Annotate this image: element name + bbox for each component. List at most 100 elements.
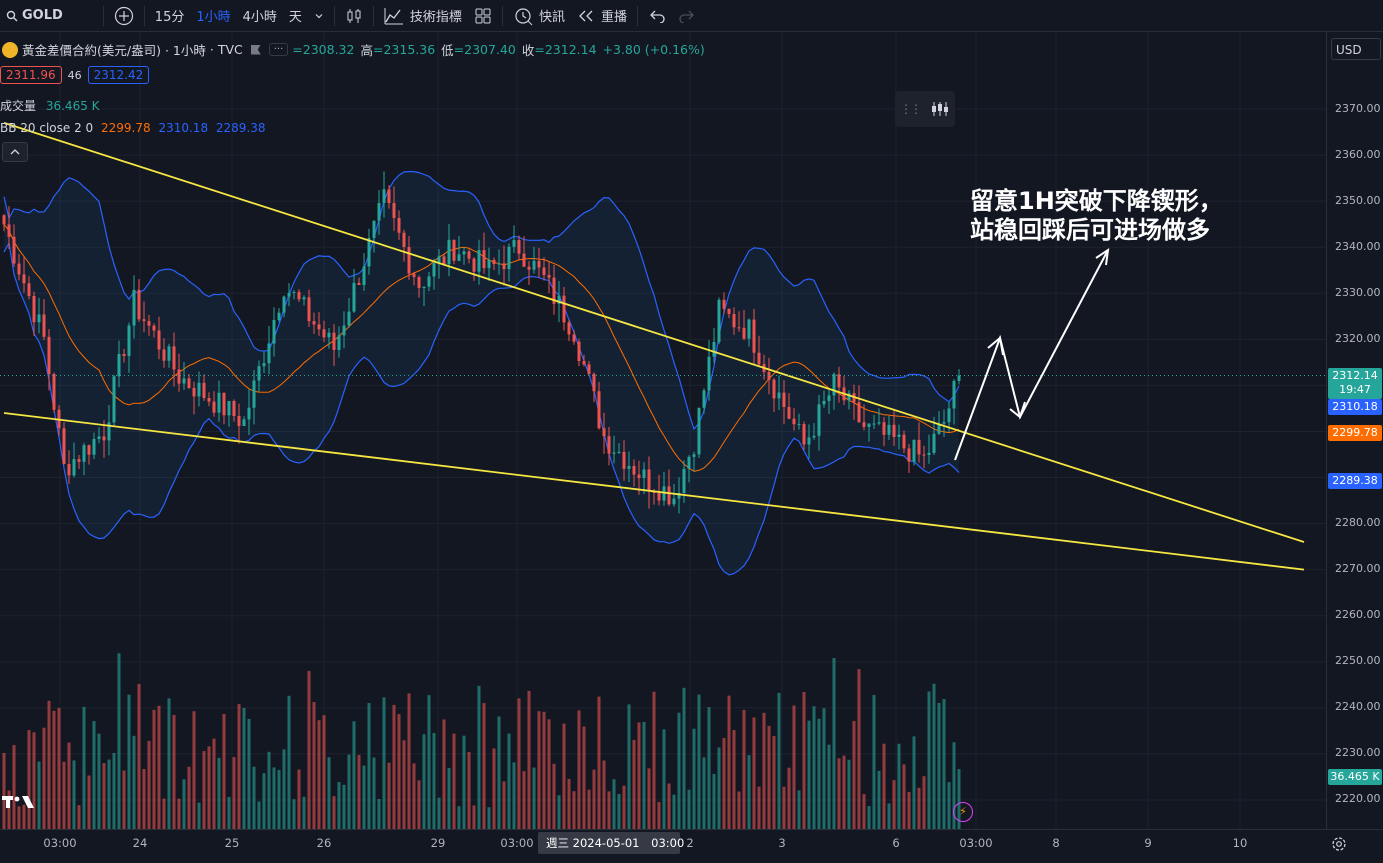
volume-bar [492, 748, 496, 829]
candle-body [777, 392, 781, 399]
time-tick: 2 [686, 836, 694, 850]
candle-body [367, 237, 371, 267]
lightning-icon[interactable]: ⚡ [953, 802, 973, 822]
ask-price[interactable]: 2312.42 [87, 66, 150, 84]
top-toolbar: GOLD 15分 1小時 4小時 天 技術指標 快訊 重播 [0, 0, 1383, 32]
volume-bar [952, 742, 956, 829]
volume-bar [172, 715, 176, 829]
price-tick: 2320.00 [1335, 332, 1381, 345]
drag-handle-icon[interactable]: ⋮⋮ [900, 102, 922, 116]
candles-settings-icon[interactable] [930, 100, 950, 118]
candle-body [117, 353, 121, 377]
volume-bar [712, 773, 716, 829]
candle-body [387, 189, 391, 204]
candle-body [427, 276, 431, 287]
price-tick: 2360.00 [1335, 148, 1381, 161]
tradingview-logo[interactable] [2, 794, 36, 815]
currency-selector[interactable]: USD [1331, 38, 1381, 60]
legend-title[interactable]: 黃金差價合約(美元/盎司) [22, 43, 161, 58]
candle-body [467, 251, 471, 259]
candle-body [572, 334, 576, 342]
volume-bar [862, 794, 866, 829]
volume-bar [672, 794, 676, 829]
volume-bar [337, 782, 341, 829]
candle-body [782, 392, 786, 408]
compare-button[interactable] [108, 0, 140, 31]
gear-icon [1332, 837, 1346, 851]
volume-bar [622, 785, 626, 829]
candle-body [932, 433, 936, 453]
interval-dropdown[interactable] [308, 0, 330, 31]
volume-bar [562, 723, 566, 829]
alert-button[interactable]: 快訊 [507, 0, 571, 31]
candle-body [47, 336, 51, 375]
volume-bar [377, 798, 381, 829]
interval-15m[interactable]: 15分 [154, 10, 185, 25]
time-axis[interactable]: 03:00 24 25 26 29 03:00 2 3 6 03:00 8 9 … [0, 829, 1383, 863]
price-tick: 2370.00 [1335, 102, 1381, 115]
candle-body [627, 465, 631, 469]
volume-bar [457, 806, 461, 829]
volume-bar [462, 735, 466, 829]
candle-body [282, 296, 286, 313]
bb-lower-tag: 2289.38 [1328, 473, 1382, 489]
interval-1h[interactable]: 1小時 [196, 10, 231, 25]
interval-1d[interactable]: 天 [288, 10, 302, 25]
volume-bar [162, 798, 166, 829]
volume-bar [322, 715, 326, 829]
candle-body [397, 217, 401, 233]
volume-bar [2, 752, 6, 829]
candle-body [557, 295, 561, 304]
candle-body [172, 346, 176, 370]
layout-button[interactable] [468, 0, 498, 31]
volume-bar [892, 780, 896, 829]
interval-4h[interactable]: 4小時 [242, 10, 277, 25]
volume-bar [222, 713, 226, 829]
candle-body [347, 311, 351, 326]
bid-price[interactable]: 2311.96 [0, 66, 62, 84]
collapse-legend-button[interactable] [2, 142, 28, 162]
volume-bar [157, 705, 161, 829]
chart-canvas[interactable] [0, 32, 1326, 829]
volume-bar [22, 804, 26, 829]
price-axis[interactable]: USD 2370.00 2360.00 2350.00 2340.00 2330… [1326, 32, 1383, 829]
projection-arrow [954, 247, 1110, 461]
volume-bar [547, 719, 551, 829]
volume-bar [812, 706, 816, 829]
volume-bar [682, 687, 686, 829]
candle-body [22, 274, 26, 284]
volume-bar [607, 791, 611, 829]
chart-type-button[interactable] [339, 0, 369, 31]
volume-bar [757, 786, 761, 829]
volume-bar [212, 738, 216, 829]
candle-body [377, 202, 381, 221]
flag-icon[interactable] [250, 44, 261, 55]
candle-body [702, 390, 706, 408]
volume-bar [17, 806, 21, 829]
ohlc-high-label: 高 [360, 43, 373, 58]
trade-annotation[interactable]: 留意1H突破下降锲形， 站稳回踩后可进场做多 [970, 187, 1223, 245]
volume-bar [207, 746, 211, 829]
candle-body [502, 263, 506, 270]
candle-body [472, 258, 476, 272]
chart-settings-button[interactable] [1330, 835, 1348, 857]
candle-body [487, 259, 491, 269]
redo-button[interactable] [672, 0, 702, 31]
candle-body [737, 327, 741, 329]
volume-bar [727, 695, 731, 829]
undo-button[interactable] [642, 0, 672, 31]
symbol-search[interactable]: GOLD [0, 0, 69, 31]
time-tick: 10 [1232, 836, 1248, 850]
volume-bar [97, 733, 101, 829]
volume-bar [867, 806, 871, 829]
indicators-button[interactable]: 技術指標 [378, 0, 468, 31]
volume-bar [362, 765, 366, 829]
chart-pane[interactable]: 黃金差價合約(美元/盎司) · 1小時 · TVC ··· =2308.32 高… [0, 32, 1326, 829]
time-tick: 03:00 [500, 836, 534, 850]
volume-bar [397, 714, 401, 829]
candle-body [252, 380, 256, 408]
replay-button[interactable]: 重播 [571, 0, 633, 31]
candle-body [442, 256, 446, 265]
candle-body [822, 400, 826, 405]
more-dots-button[interactable]: ··· [268, 43, 289, 56]
